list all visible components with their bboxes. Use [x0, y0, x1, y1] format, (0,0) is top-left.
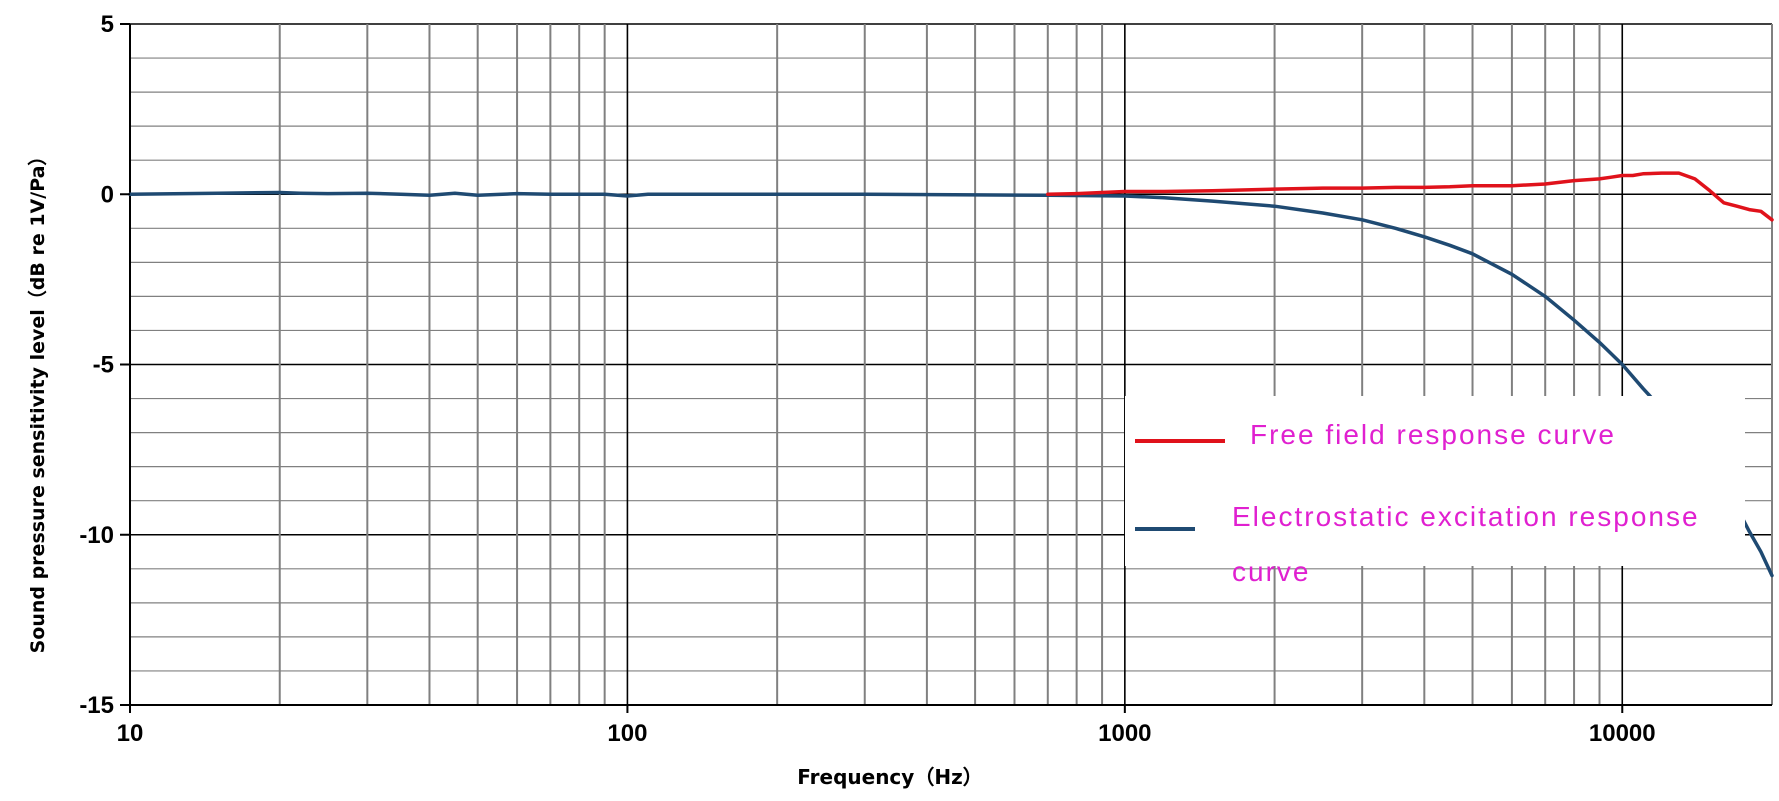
x-tick-label: 10000 — [1589, 720, 1656, 747]
y-tick-label: 5 — [101, 11, 114, 38]
y-tick-label: 0 — [101, 181, 114, 208]
legend-background — [1125, 396, 1745, 566]
x-tick-label: 1000 — [1098, 720, 1151, 747]
legend: Free field response curve Electrostatic e… — [1125, 396, 1745, 587]
x-tick-label: 10 — [117, 720, 144, 747]
legend-label-free-field: Free field response curve — [1250, 419, 1616, 450]
legend-label-electrostatic: Electrostatic excitation response curve — [1232, 501, 1700, 587]
free-field-response-line — [1046, 171, 1774, 222]
y-tick-label: -10 — [79, 522, 114, 549]
y-tick-label: -15 — [79, 692, 114, 719]
x-axis-label: Frequency（Hz） — [797, 765, 982, 789]
y-tick-label: -5 — [93, 352, 114, 379]
legend-label-line: curve — [1232, 556, 1310, 587]
grid-layer — [129, 23, 1773, 706]
y-axis-label: Sound pressure sensitivity level（dB re 1… — [26, 147, 49, 654]
legend-label-line: Electrostatic excitation response — [1232, 501, 1700, 532]
x-tick-label: 100 — [607, 720, 647, 747]
